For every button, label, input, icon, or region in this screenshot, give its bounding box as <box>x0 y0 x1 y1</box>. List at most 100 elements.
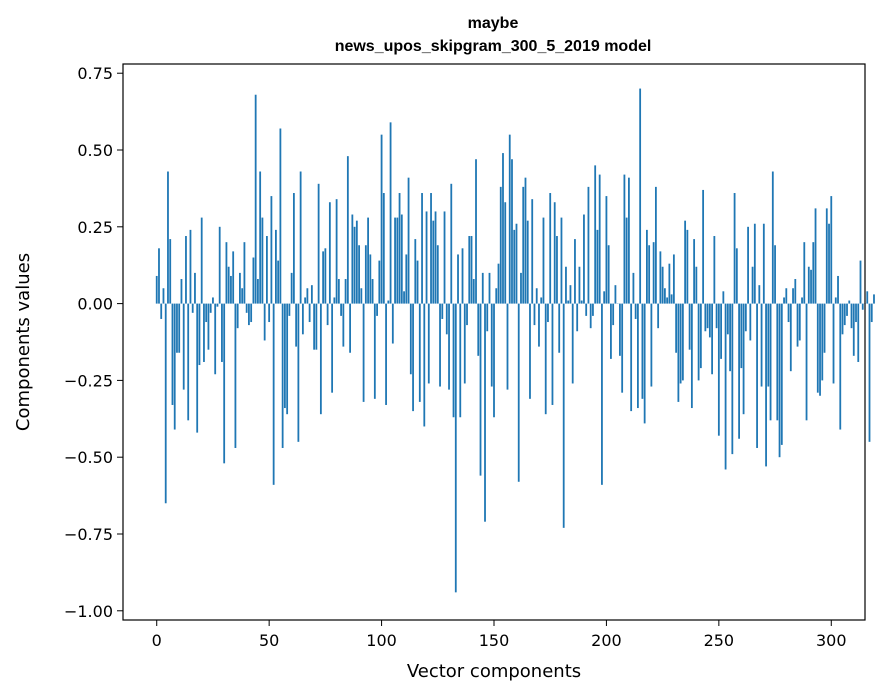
bar-164 <box>524 177 527 304</box>
bar-11 <box>180 279 183 304</box>
bar-132 <box>452 303 455 418</box>
bar-314 <box>861 303 864 310</box>
bar-142 <box>475 159 477 304</box>
bar-192 <box>587 186 590 304</box>
bar-265 <box>751 266 754 304</box>
bar-224 <box>659 251 662 304</box>
bar-237 <box>688 303 691 350</box>
bar-17 <box>194 272 196 304</box>
bar-317 <box>868 303 871 442</box>
bar-44 <box>254 94 257 304</box>
bar-319 <box>873 294 875 304</box>
bar-278 <box>780 303 783 445</box>
bar-102 <box>385 303 387 405</box>
bar-277 <box>778 303 781 458</box>
bar-287 <box>801 297 803 304</box>
bar-18 <box>196 303 199 433</box>
bar-107 <box>396 217 399 304</box>
bar-56 <box>281 303 284 448</box>
bar-303 <box>837 275 839 304</box>
bar-285 <box>796 303 799 347</box>
bar-194 <box>592 303 594 316</box>
bar-271 <box>765 303 767 467</box>
chart-title: maybe <box>468 15 519 32</box>
bar-180 <box>560 217 563 304</box>
bar-256 <box>731 303 734 455</box>
bar-312 <box>857 303 860 362</box>
y-axis-label: Components values <box>13 253 34 431</box>
bar-290 <box>807 266 810 304</box>
bar-177 <box>553 202 556 304</box>
bar-259 <box>738 303 740 439</box>
bar-95 <box>369 254 372 304</box>
bar-32 <box>227 266 230 304</box>
bar-168 <box>533 303 536 326</box>
bar-37 <box>239 272 241 304</box>
bar-272 <box>767 303 770 387</box>
bar-147 <box>486 303 489 332</box>
bar-203 <box>612 303 615 326</box>
bar-74 <box>322 251 325 304</box>
y-tick-label: 0.50 <box>77 141 113 160</box>
bar-131 <box>450 183 453 304</box>
bar-160 <box>515 223 518 304</box>
bar-260 <box>740 303 743 369</box>
bar-295 <box>819 303 821 396</box>
bar-280 <box>785 288 788 304</box>
bar-201 <box>607 245 610 304</box>
bar-9 <box>176 303 178 353</box>
bar-195 <box>594 165 597 304</box>
bar-19 <box>198 303 201 366</box>
bar-170 <box>538 303 540 347</box>
bars-group <box>155 88 875 593</box>
bar-106 <box>394 217 396 304</box>
bar-7 <box>171 303 174 405</box>
bar-123 <box>432 220 435 304</box>
bar-120 <box>425 211 428 304</box>
bar-226 <box>663 288 666 304</box>
bar-185 <box>571 303 574 384</box>
bar-209 <box>625 217 628 304</box>
bar-161 <box>517 303 520 482</box>
bar-264 <box>749 303 752 341</box>
bar-154 <box>502 153 504 304</box>
bar-22 <box>205 303 208 323</box>
y-tick-label: −1.00 <box>64 602 113 621</box>
bar-144 <box>479 303 482 476</box>
bar-220 <box>650 303 653 387</box>
bar-85 <box>346 156 349 304</box>
bar-36 <box>236 303 239 329</box>
bar-69 <box>310 285 313 304</box>
bar-189 <box>580 300 583 304</box>
bar-148 <box>488 272 491 304</box>
bar-23 <box>207 303 210 350</box>
bar-202 <box>610 303 612 359</box>
bar-13 <box>185 236 187 304</box>
bar-125 <box>436 245 439 304</box>
bar-179 <box>558 303 561 353</box>
bar-292 <box>812 242 815 304</box>
bar-158 <box>511 159 513 304</box>
bar-77 <box>328 202 331 304</box>
bar-215 <box>639 88 642 304</box>
bar-1 <box>158 248 160 304</box>
bar-6 <box>169 239 172 304</box>
bar-145 <box>481 272 484 304</box>
bar-111 <box>405 254 408 304</box>
bar-258 <box>735 248 738 304</box>
bar-25 <box>212 297 214 304</box>
bar-174 <box>547 303 549 323</box>
bar-115 <box>414 239 417 304</box>
bar-206 <box>619 303 621 356</box>
bar-191 <box>585 303 588 316</box>
bar-79 <box>333 297 336 304</box>
bar-78 <box>331 303 334 393</box>
bar-12 <box>182 303 185 390</box>
bar-279 <box>783 297 785 304</box>
bar-204 <box>614 285 617 304</box>
bar-129 <box>445 303 448 335</box>
bar-166 <box>529 303 531 399</box>
bar-70 <box>313 303 316 350</box>
bar-76 <box>326 303 329 326</box>
bar-282 <box>789 303 792 372</box>
